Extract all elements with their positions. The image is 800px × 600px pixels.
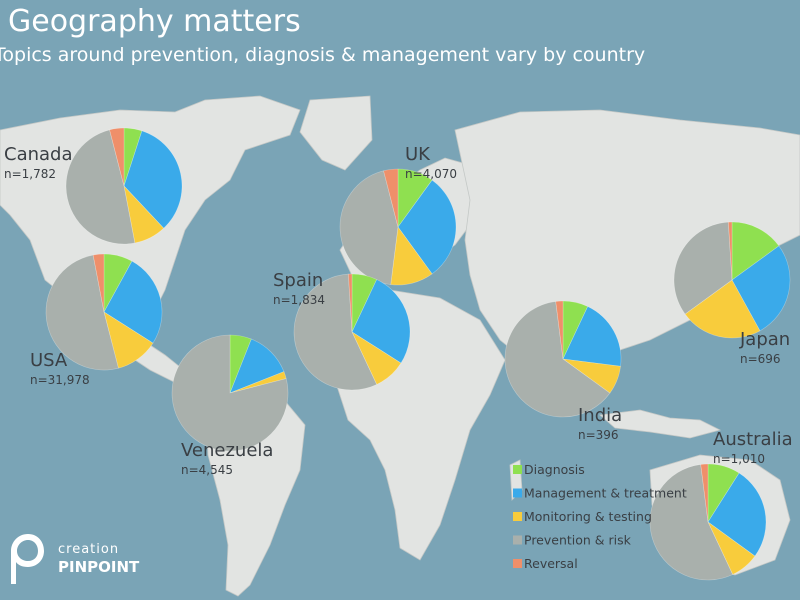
sample-size-india: n=396 [578,428,619,442]
pie-slice-usa-monitoring-testing [103,311,154,369]
pie-slice-india-diagnosis [562,300,589,360]
pie-slice-india-monitoring-testing [562,358,621,394]
pie-slice-usa-reversal [92,253,105,313]
legend-label-diagnosis: Diagnosis [524,462,585,477]
country-label-usa: USA [30,350,68,371]
pie-slice-japan-reversal [728,221,733,281]
pie-slice-canada-management-treatment [123,130,183,229]
pie-slice-australia-diagnosis [707,463,740,524]
country-label-india: India [578,405,622,426]
country-pies [45,127,791,581]
pie-slice-uk-monitoring-testing [390,226,433,286]
pie-slice-spain-diagnosis [351,273,378,333]
pie-slice-uk-management-treatment [397,179,457,275]
sample-size-venezuela: n=4,545 [181,463,233,477]
pie-slice-spain-management-treatment [351,279,411,364]
pie-slice-spain-reversal [348,273,353,333]
country-label-japan: Japan [739,329,790,350]
legend-label-management-treatment: Management & treatment [524,486,687,501]
pie-slice-venezuela-management-treatment [229,338,285,394]
logo-text-bottom: PINPOINT [58,558,140,576]
pie-india [504,300,622,418]
pie-slice-japan-management-treatment [731,245,791,332]
pie-slice-usa-prevention-risk [45,254,119,371]
pie-slice-usa-management-treatment [103,260,163,344]
pie-slice-australia-prevention-risk [649,464,734,581]
pie-venezuela [171,334,289,452]
pie-slice-australia-monitoring-testing [707,521,756,575]
pie-slice-canada-reversal [109,127,125,187]
pie-slice-venezuela-prevention-risk [171,334,289,452]
pie-slice-spain-monitoring-testing [351,331,402,385]
page-subtitle: Topics around prevention, diagnosis & ma… [0,44,646,66]
legend-swatch-management-treatment [513,488,522,498]
creation-pinpoint-logo: creation PINPOINT [8,530,168,590]
pie-slice-uk-diagnosis [397,168,433,228]
sample-size-japan: n=696 [740,352,781,366]
page-title: Geography matters [8,4,301,39]
pie-slice-japan-monitoring-testing [684,279,761,339]
pie-slice-usa-diagnosis [103,253,133,313]
country-label-uk: UK [405,144,431,165]
sample-size-uk: n=4,070 [405,167,457,181]
country-label-venezuela: Venezuela [181,440,273,461]
pie-slice-japan-diagnosis [731,221,780,281]
pie-slice-spain-prevention-risk [293,273,378,391]
sample-size-canada: n=1,782 [4,167,56,181]
legend-label-prevention-risk: Prevention & risk [524,533,632,548]
sample-size-usa: n=31,978 [30,373,90,387]
country-labels: Canada n=1,782 UK n=4,070 USA n=31,978 Spain n=… [4,144,793,477]
pie-uk [339,168,457,286]
legend-swatch-diagnosis [513,465,522,474]
country-label-canada: Canada [4,144,73,165]
pie-spain [293,273,411,391]
legend-swatch-prevention-risk [513,535,522,545]
pie-usa [45,253,163,371]
pie-slice-japan-prevention-risk [673,221,733,315]
pinpoint-logo-icon [11,534,44,584]
pie-slice-venezuela-monitoring-testing [229,371,287,394]
pie-slice-india-management-treatment [562,306,622,367]
pie-slice-canada-diagnosis [123,127,143,187]
pie-canada [65,127,183,245]
logo-text-top: creation [58,542,120,557]
chart-legend: Diagnosis Management & treatment Monitorin… [513,462,687,571]
legend-label-reversal: Reversal [524,556,578,571]
southeast-asia-islands [599,409,722,439]
pie-slice-canada-monitoring-testing [123,185,165,244]
legend-swatch-monitoring-testing [513,512,522,521]
pie-slice-australia-reversal [700,463,709,523]
pie-slice-uk-reversal [383,168,399,228]
sample-size-australia: n=1,010 [713,452,765,466]
legend-label-monitoring-testing: Monitoring & testing [524,509,652,524]
pie-slice-india-prevention-risk [504,301,611,418]
country-label-spain: Spain [273,270,323,291]
pie-japan [673,221,791,339]
pie-australia [649,463,767,581]
pie-slice-india-reversal [555,300,564,360]
sample-size-spain: n=1,834 [273,293,325,307]
country-label-australia: Australia [713,429,793,450]
legend-swatch-reversal [513,559,522,568]
pie-slice-australia-management-treatment [707,472,767,557]
pie-slice-venezuela-diagnosis [229,334,252,394]
pie-slice-canada-prevention-risk [65,129,136,245]
greenland-landmass [299,95,373,171]
